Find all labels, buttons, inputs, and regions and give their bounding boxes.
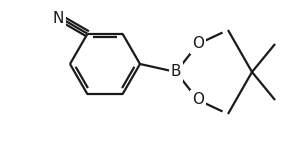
Text: O: O	[192, 36, 204, 52]
Text: O: O	[192, 93, 204, 108]
Text: B: B	[171, 64, 181, 80]
Text: N: N	[53, 11, 64, 26]
